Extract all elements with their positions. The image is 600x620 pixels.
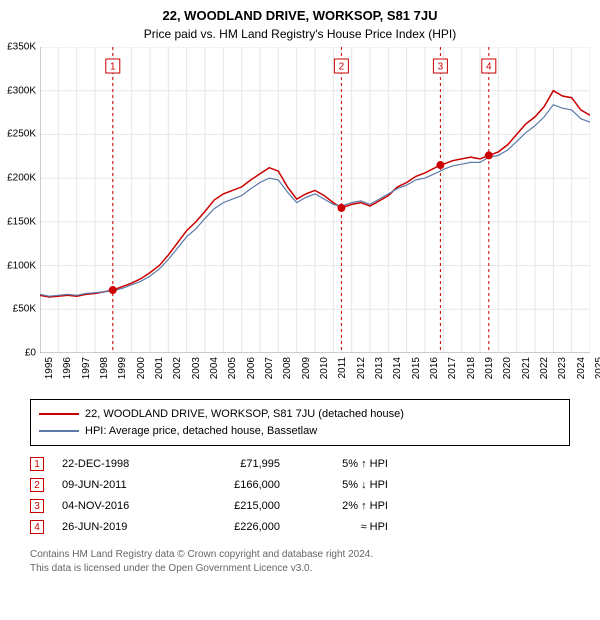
x-axis: 1995 1996 1997 1998 1999 2000 2001 2002 2003 2004…	[40, 353, 590, 393]
transaction-date: 09-JUN-2011	[62, 475, 172, 496]
x-tick-label: 2011	[337, 357, 348, 379]
transaction-date: 26-JUN-2019	[62, 517, 172, 538]
x-tick-label: 2019	[484, 357, 495, 379]
x-tick-label: 2003	[191, 357, 202, 379]
transaction-price: £71,995	[190, 454, 280, 475]
x-tick-label: 2022	[539, 357, 550, 379]
transaction-row: 2 09-JUN-2011 £166,000 5% ↓ HPI	[30, 475, 570, 496]
transaction-date: 04-NOV-2016	[62, 496, 172, 517]
transaction-price: £166,000	[190, 475, 280, 496]
x-tick-label: 2017	[447, 357, 458, 379]
y-tick-label: £150K	[7, 216, 36, 227]
x-tick-label: 1995	[44, 357, 55, 379]
legend-label: HPI: Average price, detached house, Bass…	[85, 423, 317, 440]
x-tick-label: 2007	[264, 357, 275, 379]
x-tick-label: 2023	[557, 357, 568, 379]
x-tick-label: 2015	[411, 357, 422, 379]
y-tick-label: £350K	[7, 42, 36, 53]
chart-title: 22, WOODLAND DRIVE, WORKSOP, S81 7JU	[0, 0, 600, 23]
y-tick-label: £50K	[13, 304, 36, 315]
transaction-diff: 5% ↑ HPI	[298, 454, 388, 475]
footer-attribution: Contains HM Land Registry data © Crown c…	[30, 548, 570, 576]
x-tick-label: 2004	[209, 357, 220, 379]
x-tick-label: 1996	[62, 357, 73, 379]
legend-label: 22, WOODLAND DRIVE, WORKSOP, S81 7JU (de…	[85, 406, 404, 423]
y-tick-label: £200K	[7, 173, 36, 184]
x-tick-label: 2009	[301, 357, 312, 379]
transaction-price: £215,000	[190, 496, 280, 517]
x-tick-label: 2002	[172, 357, 183, 379]
transaction-diff: ≈ HPI	[298, 517, 388, 538]
x-tick-label: 1998	[99, 357, 110, 379]
legend-swatch	[39, 413, 79, 415]
x-tick-label: 2025	[594, 357, 600, 379]
x-tick-label: 2013	[374, 357, 385, 379]
footer-line-2: This data is licensed under the Open Gov…	[30, 562, 570, 576]
transaction-marker: 3	[30, 499, 44, 513]
legend: 22, WOODLAND DRIVE, WORKSOP, S81 7JU (de…	[30, 399, 570, 446]
x-tick-label: 2010	[319, 357, 330, 379]
chart-container: 22, WOODLAND DRIVE, WORKSOP, S81 7JU Pri…	[0, 0, 600, 620]
y-tick-label: £100K	[7, 260, 36, 271]
x-tick-label: 1997	[81, 357, 92, 379]
x-tick-label: 2020	[502, 357, 513, 379]
x-tick-label: 2005	[227, 357, 238, 379]
chart-subtitle: Price paid vs. HM Land Registry's House …	[0, 23, 600, 47]
x-tick-label: 2001	[154, 357, 165, 379]
y-tick-label: £250K	[7, 129, 36, 140]
y-axis: £0£50K£100K£150K£200K£250K£300K£350K	[0, 47, 38, 353]
transaction-price: £226,000	[190, 517, 280, 538]
footer-line-1: Contains HM Land Registry data © Crown c…	[30, 548, 570, 562]
chart-plot: 1 2 3 4	[40, 47, 590, 353]
transaction-row: 3 04-NOV-2016 £215,000 2% ↑ HPI	[30, 496, 570, 517]
y-tick-label: £300K	[7, 85, 36, 96]
transactions-table: 1 22-DEC-1998 £71,995 5% ↑ HPI 2 09-JUN-2011 £…	[30, 454, 570, 538]
transaction-marker: 1	[30, 457, 44, 471]
x-tick-label: 2014	[392, 357, 403, 379]
legend-item: 22, WOODLAND DRIVE, WORKSOP, S81 7JU (de…	[39, 406, 561, 423]
transaction-diff: 5% ↓ HPI	[298, 475, 388, 496]
svg-text:4: 4	[486, 62, 492, 73]
x-tick-label: 2008	[282, 357, 293, 379]
y-tick-label: £0	[25, 348, 36, 359]
transaction-row: 1 22-DEC-1998 £71,995 5% ↑ HPI	[30, 454, 570, 475]
chart-area: £0£50K£100K£150K£200K£250K£300K£350K 123…	[40, 47, 600, 353]
x-tick-label: 2018	[466, 357, 477, 379]
x-tick-label: 2021	[521, 357, 532, 379]
x-tick-label: 2016	[429, 357, 440, 379]
svg-text:2: 2	[339, 62, 345, 73]
x-tick-label: 2006	[246, 357, 257, 379]
x-tick-label: 2024	[576, 357, 587, 379]
x-tick-label: 1999	[117, 357, 128, 379]
transaction-row: 4 26-JUN-2019 £226,000 ≈ HPI	[30, 517, 570, 538]
legend-swatch	[39, 430, 79, 432]
transaction-marker: 4	[30, 520, 44, 534]
legend-item: HPI: Average price, detached house, Bass…	[39, 423, 561, 440]
transaction-marker: 2	[30, 478, 44, 492]
svg-text:1: 1	[110, 62, 116, 73]
svg-text:3: 3	[438, 62, 444, 73]
x-tick-label: 2000	[136, 357, 147, 379]
transaction-date: 22-DEC-1998	[62, 454, 172, 475]
transaction-diff: 2% ↑ HPI	[298, 496, 388, 517]
x-tick-label: 2012	[356, 357, 367, 379]
